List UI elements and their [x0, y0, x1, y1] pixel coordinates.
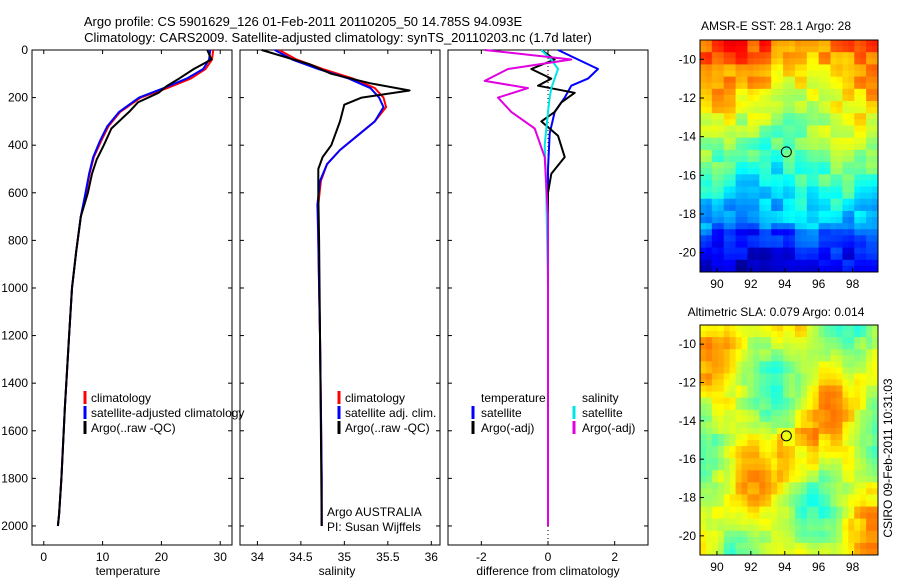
y-tick-label: 0	[21, 43, 28, 57]
sst-map-title: AMSR-E SST: 28.1 Argo: 28	[701, 19, 851, 33]
sla-map-frame	[699, 324, 879, 556]
difference-legend: temperature satellite Argo(-adj) salinit…	[471, 391, 635, 435]
y-tick-label: 2000	[1, 519, 28, 533]
figure-title-line-1: Argo profile: CS 5901629_126 01-Feb-2011…	[84, 14, 523, 29]
legend-label: climatology	[91, 391, 151, 405]
legend-label: Argo(-adj)	[481, 421, 534, 435]
argo-position-marker	[780, 430, 792, 442]
x-tick-label: 0	[545, 550, 552, 564]
legend-label: satellite-adjusted climatology	[91, 406, 244, 420]
x-tick-label: 35	[338, 550, 352, 564]
y-tick-label: 200	[8, 91, 28, 105]
difference-xlabel: difference from climatology	[476, 564, 619, 578]
x-tick-label: 2	[611, 550, 618, 564]
map-x-tick-label: 94	[778, 560, 792, 574]
legend-heading-temperature: temperature	[481, 391, 546, 405]
salinity-annotation-line-1: Argo AUSTRALIA	[327, 505, 422, 519]
salinity-xlabel: salinity	[319, 564, 356, 578]
map-x-tick-label: 90	[710, 560, 724, 574]
salinity-legend: climatology satellite adj. clim. Argo(..…	[337, 391, 436, 435]
map-y-tick-label: -10	[679, 337, 697, 351]
map-y-tick-label: -20	[679, 529, 697, 543]
figure-title-line-2: Climatology: CARS2009. Satellite-adjuste…	[84, 30, 592, 45]
map-y-tick-label: -18	[679, 207, 697, 221]
y-tick-label: 600	[8, 186, 28, 200]
x-tick-label: 36	[425, 550, 439, 564]
temperature-legend: climatology satellite-adjusted climatolo…	[83, 391, 244, 435]
x-tick-label: 0	[40, 550, 47, 564]
map-x-tick-label: 90	[710, 277, 724, 291]
temperature-panel	[31, 49, 233, 546]
x-tick-label: 35.5	[376, 550, 400, 564]
legend-label: climatology	[345, 391, 405, 405]
map-y-tick-label: -20	[679, 246, 697, 260]
y-tick-label: 400	[8, 138, 28, 152]
map-y-tick-label: -16	[679, 168, 697, 182]
legend-label: satellite	[481, 406, 522, 420]
x-tick-label: -2	[476, 550, 487, 564]
sst-map-frame	[699, 39, 879, 273]
map-y-tick-label: -18	[679, 491, 697, 505]
y-tick-label: 1000	[1, 281, 28, 295]
y-tick-label: 1600	[1, 424, 28, 438]
series-line-argo-adj--salinity	[483, 49, 573, 526]
y-tick-label: 1200	[1, 329, 28, 343]
map-x-tick-label: 98	[846, 277, 860, 291]
map-x-tick-label: 96	[812, 277, 826, 291]
map-y-tick-label: -16	[679, 452, 697, 466]
x-tick-label: 10	[96, 550, 110, 564]
series-line-argo-raw-qc-	[56, 49, 213, 527]
legend-heading-salinity: salinity	[582, 391, 619, 405]
map-y-tick-label: -10	[679, 52, 697, 66]
map-y-tick-label: -14	[679, 130, 697, 144]
map-x-tick-label: 92	[744, 560, 758, 574]
x-tick-label: 30	[214, 550, 228, 564]
map-y-tick-label: -12	[679, 376, 697, 390]
map-y-tick-label: -12	[679, 91, 697, 105]
y-tick-label: 1400	[1, 376, 28, 390]
map-x-tick-label: 94	[778, 277, 792, 291]
map-y-tick-label: -14	[679, 414, 697, 428]
map-x-tick-label: 98	[846, 560, 860, 574]
map-x-tick-label: 92	[744, 277, 758, 291]
salinity-annotation-line-2: PI: Susan Wijffels	[327, 520, 421, 534]
map-x-tick-label: 96	[812, 560, 826, 574]
sla-map-title: Altimetric SLA: 0.079 Argo: 0.014	[688, 305, 865, 319]
x-tick-label: 34.5	[289, 550, 313, 564]
legend-label: Argo(..raw -QC)	[91, 421, 176, 435]
series-line-argo-adj--temperature	[530, 49, 576, 526]
argo-position-marker	[780, 146, 792, 158]
x-tick-label: 34	[251, 550, 265, 564]
salinity-panel	[239, 49, 441, 546]
legend-label: satellite	[582, 406, 623, 420]
y-tick-label: 1800	[1, 471, 28, 485]
legend-label: satellite adj. clim.	[345, 406, 436, 420]
legend-label: Argo(-adj)	[582, 421, 635, 435]
y-tick-label: 800	[8, 233, 28, 247]
sst-heatmap	[700, 40, 879, 273]
sla-heatmap	[700, 325, 879, 556]
series-line-argo-raw-qc-	[261, 49, 411, 527]
temperature-xlabel: temperature	[96, 564, 161, 578]
x-tick-label: 20	[155, 550, 169, 564]
side-stamp: CSIRO 09-Feb-2011 10:31:03	[881, 378, 895, 538]
legend-label: Argo(..raw -QC)	[345, 421, 430, 435]
